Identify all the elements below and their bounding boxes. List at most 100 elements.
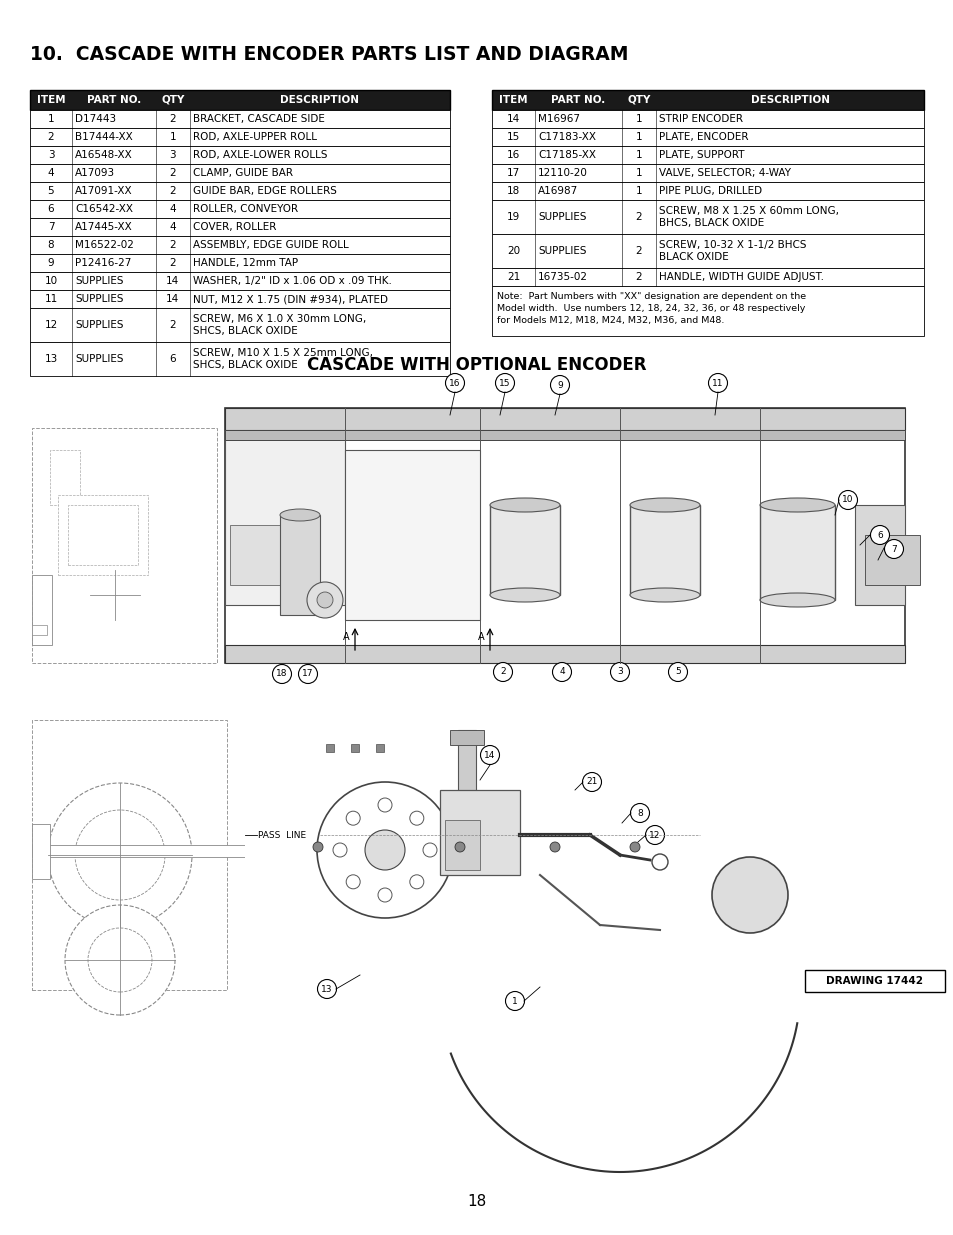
- Text: 19: 19: [506, 212, 519, 222]
- Ellipse shape: [629, 498, 700, 513]
- Text: HANDLE, 12mm TAP: HANDLE, 12mm TAP: [193, 258, 297, 268]
- Text: A: A: [343, 632, 350, 642]
- Text: QTY: QTY: [626, 95, 650, 105]
- Text: 14: 14: [506, 114, 519, 124]
- Text: PIPE PLUG, DRILLED: PIPE PLUG, DRILLED: [659, 186, 761, 196]
- Circle shape: [838, 490, 857, 510]
- Bar: [68, 505, 138, 564]
- Text: 4: 4: [170, 204, 176, 214]
- Text: 16: 16: [449, 378, 460, 388]
- Circle shape: [307, 582, 343, 618]
- Text: CASCADE WITH OPTIONAL ENCODER: CASCADE WITH OPTIONAL ENCODER: [307, 356, 646, 374]
- Bar: [450, 730, 483, 745]
- Text: SCREW, M8 X 1.25 X 60mm LONG,
BHCS, BLACK OXIDE: SCREW, M8 X 1.25 X 60mm LONG, BHCS, BLAC…: [659, 206, 839, 228]
- Bar: [30, 342, 450, 375]
- Circle shape: [630, 804, 649, 823]
- Text: 1: 1: [170, 132, 176, 142]
- Text: 10.  CASCADE WITH ENCODER PARTS LIST AND DIAGRAM: 10. CASCADE WITH ENCODER PARTS LIST AND …: [30, 44, 628, 64]
- Text: 5: 5: [675, 667, 680, 677]
- Circle shape: [610, 662, 629, 682]
- Text: PART NO.: PART NO.: [87, 95, 141, 105]
- Text: 21: 21: [506, 272, 519, 282]
- Text: 1: 1: [635, 114, 641, 124]
- Text: 21: 21: [586, 778, 598, 787]
- Text: 13: 13: [45, 354, 57, 364]
- Text: 17: 17: [302, 669, 314, 678]
- Bar: [245, 692, 789, 992]
- Bar: [225, 408, 904, 663]
- Text: 2: 2: [635, 212, 641, 222]
- Circle shape: [445, 373, 464, 393]
- Bar: [864, 535, 919, 585]
- Bar: [490, 505, 559, 595]
- Circle shape: [365, 830, 405, 869]
- Circle shape: [711, 857, 787, 932]
- Text: 14: 14: [166, 275, 179, 287]
- Text: 1: 1: [512, 997, 517, 1005]
- Text: 16735-02: 16735-02: [537, 272, 588, 282]
- Text: WASHER, 1/2" ID x 1.06 OD x .09 THK.: WASHER, 1/2" ID x 1.06 OD x .09 THK.: [193, 275, 391, 287]
- Circle shape: [333, 844, 347, 857]
- Circle shape: [869, 526, 888, 545]
- Bar: [30, 254, 450, 272]
- Circle shape: [629, 842, 639, 852]
- Text: 2: 2: [170, 168, 176, 178]
- Text: VALVE, SELECTOR; 4-WAY: VALVE, SELECTOR; 4-WAY: [659, 168, 790, 178]
- Bar: [30, 110, 450, 128]
- Text: 6: 6: [876, 531, 882, 540]
- Text: 10: 10: [841, 495, 853, 505]
- Text: PART NO.: PART NO.: [551, 95, 605, 105]
- Text: 2: 2: [635, 272, 641, 282]
- Circle shape: [422, 844, 436, 857]
- Text: GUIDE BAR, EDGE ROLLERS: GUIDE BAR, EDGE ROLLERS: [193, 186, 336, 196]
- Bar: [30, 290, 450, 308]
- Text: 12: 12: [45, 320, 57, 330]
- Bar: [32, 576, 52, 645]
- Bar: [804, 969, 944, 992]
- Text: SUPPLIES: SUPPLIES: [75, 275, 123, 287]
- Text: SUPPLIES: SUPPLIES: [537, 212, 586, 222]
- Ellipse shape: [629, 588, 700, 601]
- Text: 18: 18: [467, 1194, 486, 1209]
- Circle shape: [505, 992, 524, 1010]
- Ellipse shape: [490, 588, 559, 601]
- Text: SCREW, M6 X 1.0 X 30mm LONG,
SHCS, BLACK OXIDE: SCREW, M6 X 1.0 X 30mm LONG, SHCS, BLACK…: [193, 314, 365, 336]
- Ellipse shape: [760, 593, 834, 606]
- Text: 12: 12: [649, 830, 660, 840]
- Text: 8: 8: [48, 240, 54, 249]
- Text: 11: 11: [45, 294, 57, 304]
- Circle shape: [317, 979, 336, 999]
- Bar: [629, 505, 700, 595]
- Text: 18: 18: [276, 669, 288, 678]
- Circle shape: [645, 825, 664, 845]
- Text: 18: 18: [506, 186, 519, 196]
- Bar: [457, 730, 476, 800]
- Circle shape: [493, 662, 512, 682]
- Text: 3: 3: [48, 149, 54, 161]
- Text: SUPPLIES: SUPPLIES: [75, 320, 123, 330]
- Circle shape: [480, 746, 499, 764]
- Text: 2: 2: [499, 667, 505, 677]
- Bar: [225, 430, 904, 440]
- Text: ITEM: ITEM: [36, 95, 65, 105]
- Bar: [32, 625, 47, 635]
- Bar: [30, 219, 450, 236]
- Circle shape: [346, 874, 360, 889]
- Text: M16522-02: M16522-02: [75, 240, 133, 249]
- Circle shape: [495, 373, 514, 393]
- Text: 7: 7: [48, 222, 54, 232]
- Text: 20: 20: [506, 246, 519, 256]
- Bar: [30, 128, 450, 146]
- Bar: [854, 505, 904, 605]
- Text: A: A: [477, 632, 484, 642]
- Text: 1: 1: [635, 168, 641, 178]
- Text: 2: 2: [170, 186, 176, 196]
- Bar: [492, 128, 923, 146]
- Text: D17443: D17443: [75, 114, 116, 124]
- Text: 12110-20: 12110-20: [537, 168, 587, 178]
- Text: CLAMP, GUIDE BAR: CLAMP, GUIDE BAR: [193, 168, 293, 178]
- Bar: [492, 164, 923, 182]
- Bar: [50, 450, 80, 505]
- Bar: [492, 233, 923, 268]
- Text: 15: 15: [506, 132, 519, 142]
